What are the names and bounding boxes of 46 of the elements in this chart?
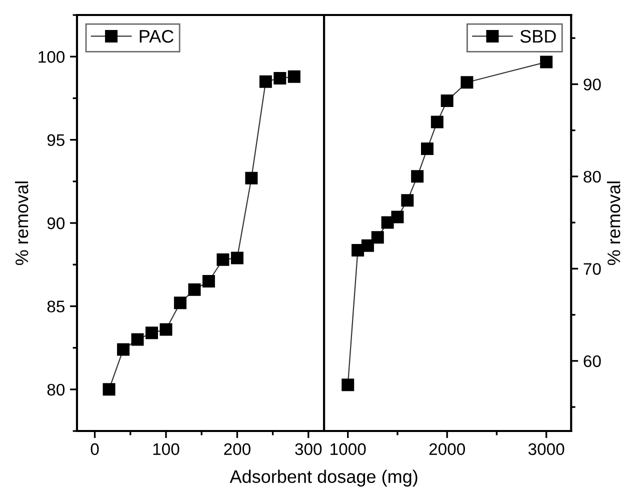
point <box>391 210 404 224</box>
x-axis-title: Adsorbent dosage (mg) <box>230 470 418 487</box>
y-tick-label: 90 <box>47 217 65 230</box>
point <box>202 275 215 288</box>
point <box>342 378 354 392</box>
point <box>274 72 286 84</box>
legend-label: PAC <box>140 30 174 43</box>
x-tick-label: 300 <box>295 443 322 456</box>
point <box>131 333 144 346</box>
x-tick-label: 200 <box>224 443 250 456</box>
point <box>174 296 186 310</box>
y-tick-label: 60 <box>584 355 601 368</box>
point <box>117 343 130 356</box>
point <box>430 116 444 128</box>
y-tick-label: 95 <box>47 134 64 146</box>
point <box>361 239 374 252</box>
point <box>146 326 158 340</box>
x-tick-label: 0 <box>90 443 99 456</box>
point <box>160 323 172 336</box>
point <box>288 70 300 83</box>
x-tick-label: 3000 <box>528 443 564 456</box>
y-tick-label: 100 <box>38 51 65 63</box>
x-tick-label: 2000 <box>429 443 465 456</box>
y-tick-label: 90 <box>584 78 601 90</box>
point <box>230 252 244 264</box>
legend-label: SBD <box>520 30 556 43</box>
point <box>259 75 272 88</box>
point <box>540 56 553 68</box>
y-tick-label: 85 <box>47 300 64 312</box>
x-tick-label: 100 <box>153 443 180 456</box>
point <box>188 283 201 296</box>
y-tick-label: 80 <box>584 170 601 183</box>
point <box>401 194 414 207</box>
point <box>245 172 258 184</box>
y-tick-label: 80 <box>47 384 65 396</box>
y-axis-title: % removal <box>14 182 28 266</box>
point <box>102 383 116 396</box>
point <box>440 94 454 108</box>
point <box>460 76 474 89</box>
point <box>411 170 424 183</box>
point <box>371 231 384 244</box>
point <box>421 142 434 156</box>
x-tick-label: 1000 <box>330 443 366 456</box>
point <box>216 253 230 266</box>
y-tick-label: 70 <box>584 263 601 275</box>
y-axis-title: % removal <box>607 182 620 266</box>
